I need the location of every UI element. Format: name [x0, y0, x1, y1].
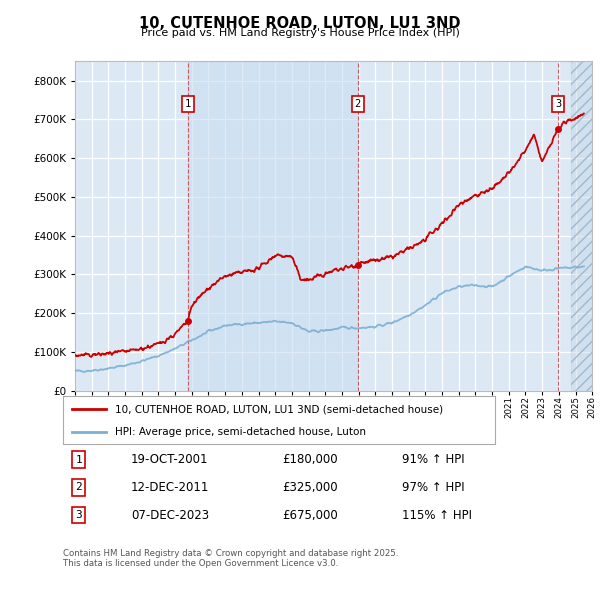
- Bar: [571, 61, 592, 391]
- Text: 2: 2: [355, 99, 361, 109]
- Text: 19-OCT-2001: 19-OCT-2001: [131, 453, 208, 466]
- Text: 10, CUTENHOE ROAD, LUTON, LU1 3ND: 10, CUTENHOE ROAD, LUTON, LU1 3ND: [139, 16, 461, 31]
- Text: HPI: Average price, semi-detached house, Luton: HPI: Average price, semi-detached house,…: [115, 427, 366, 437]
- Text: Price paid vs. HM Land Registry's House Price Index (HPI): Price paid vs. HM Land Registry's House …: [140, 28, 460, 38]
- Text: 115% ↑ HPI: 115% ↑ HPI: [403, 509, 472, 522]
- Text: 1: 1: [75, 455, 82, 464]
- Text: Contains HM Land Registry data © Crown copyright and database right 2025.: Contains HM Land Registry data © Crown c…: [63, 549, 398, 558]
- Text: 97% ↑ HPI: 97% ↑ HPI: [403, 481, 465, 494]
- Bar: [571, 61, 592, 391]
- Text: 91% ↑ HPI: 91% ↑ HPI: [403, 453, 465, 466]
- Bar: [188, 61, 358, 391]
- Text: 07-DEC-2023: 07-DEC-2023: [131, 509, 209, 522]
- Text: £675,000: £675,000: [282, 509, 338, 522]
- Text: 12-DEC-2011: 12-DEC-2011: [131, 481, 209, 494]
- Text: 3: 3: [75, 510, 82, 520]
- Text: £325,000: £325,000: [282, 481, 338, 494]
- Text: This data is licensed under the Open Government Licence v3.0.: This data is licensed under the Open Gov…: [63, 559, 338, 568]
- Text: 1: 1: [185, 99, 191, 109]
- Text: 3: 3: [555, 99, 561, 109]
- Text: £180,000: £180,000: [282, 453, 338, 466]
- Text: 2: 2: [75, 483, 82, 492]
- Text: 10, CUTENHOE ROAD, LUTON, LU1 3ND (semi-detached house): 10, CUTENHOE ROAD, LUTON, LU1 3ND (semi-…: [115, 404, 443, 414]
